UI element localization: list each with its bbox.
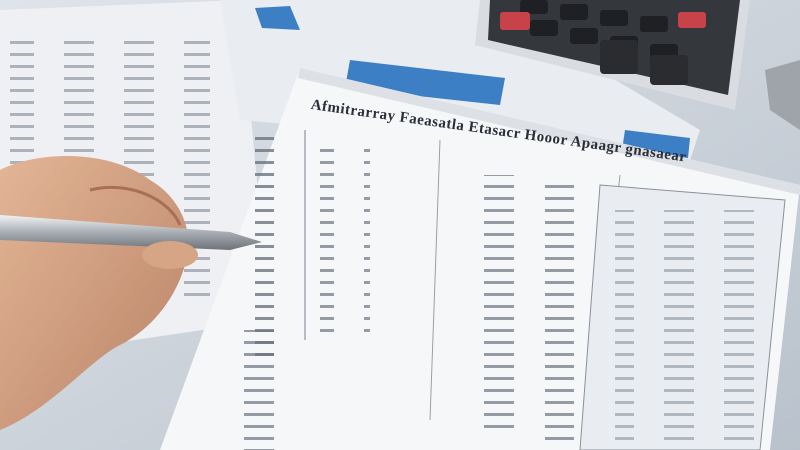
- hand-with-pen: [0, 156, 262, 431]
- calculator: [475, 0, 800, 130]
- main-spreadsheet: [160, 68, 800, 450]
